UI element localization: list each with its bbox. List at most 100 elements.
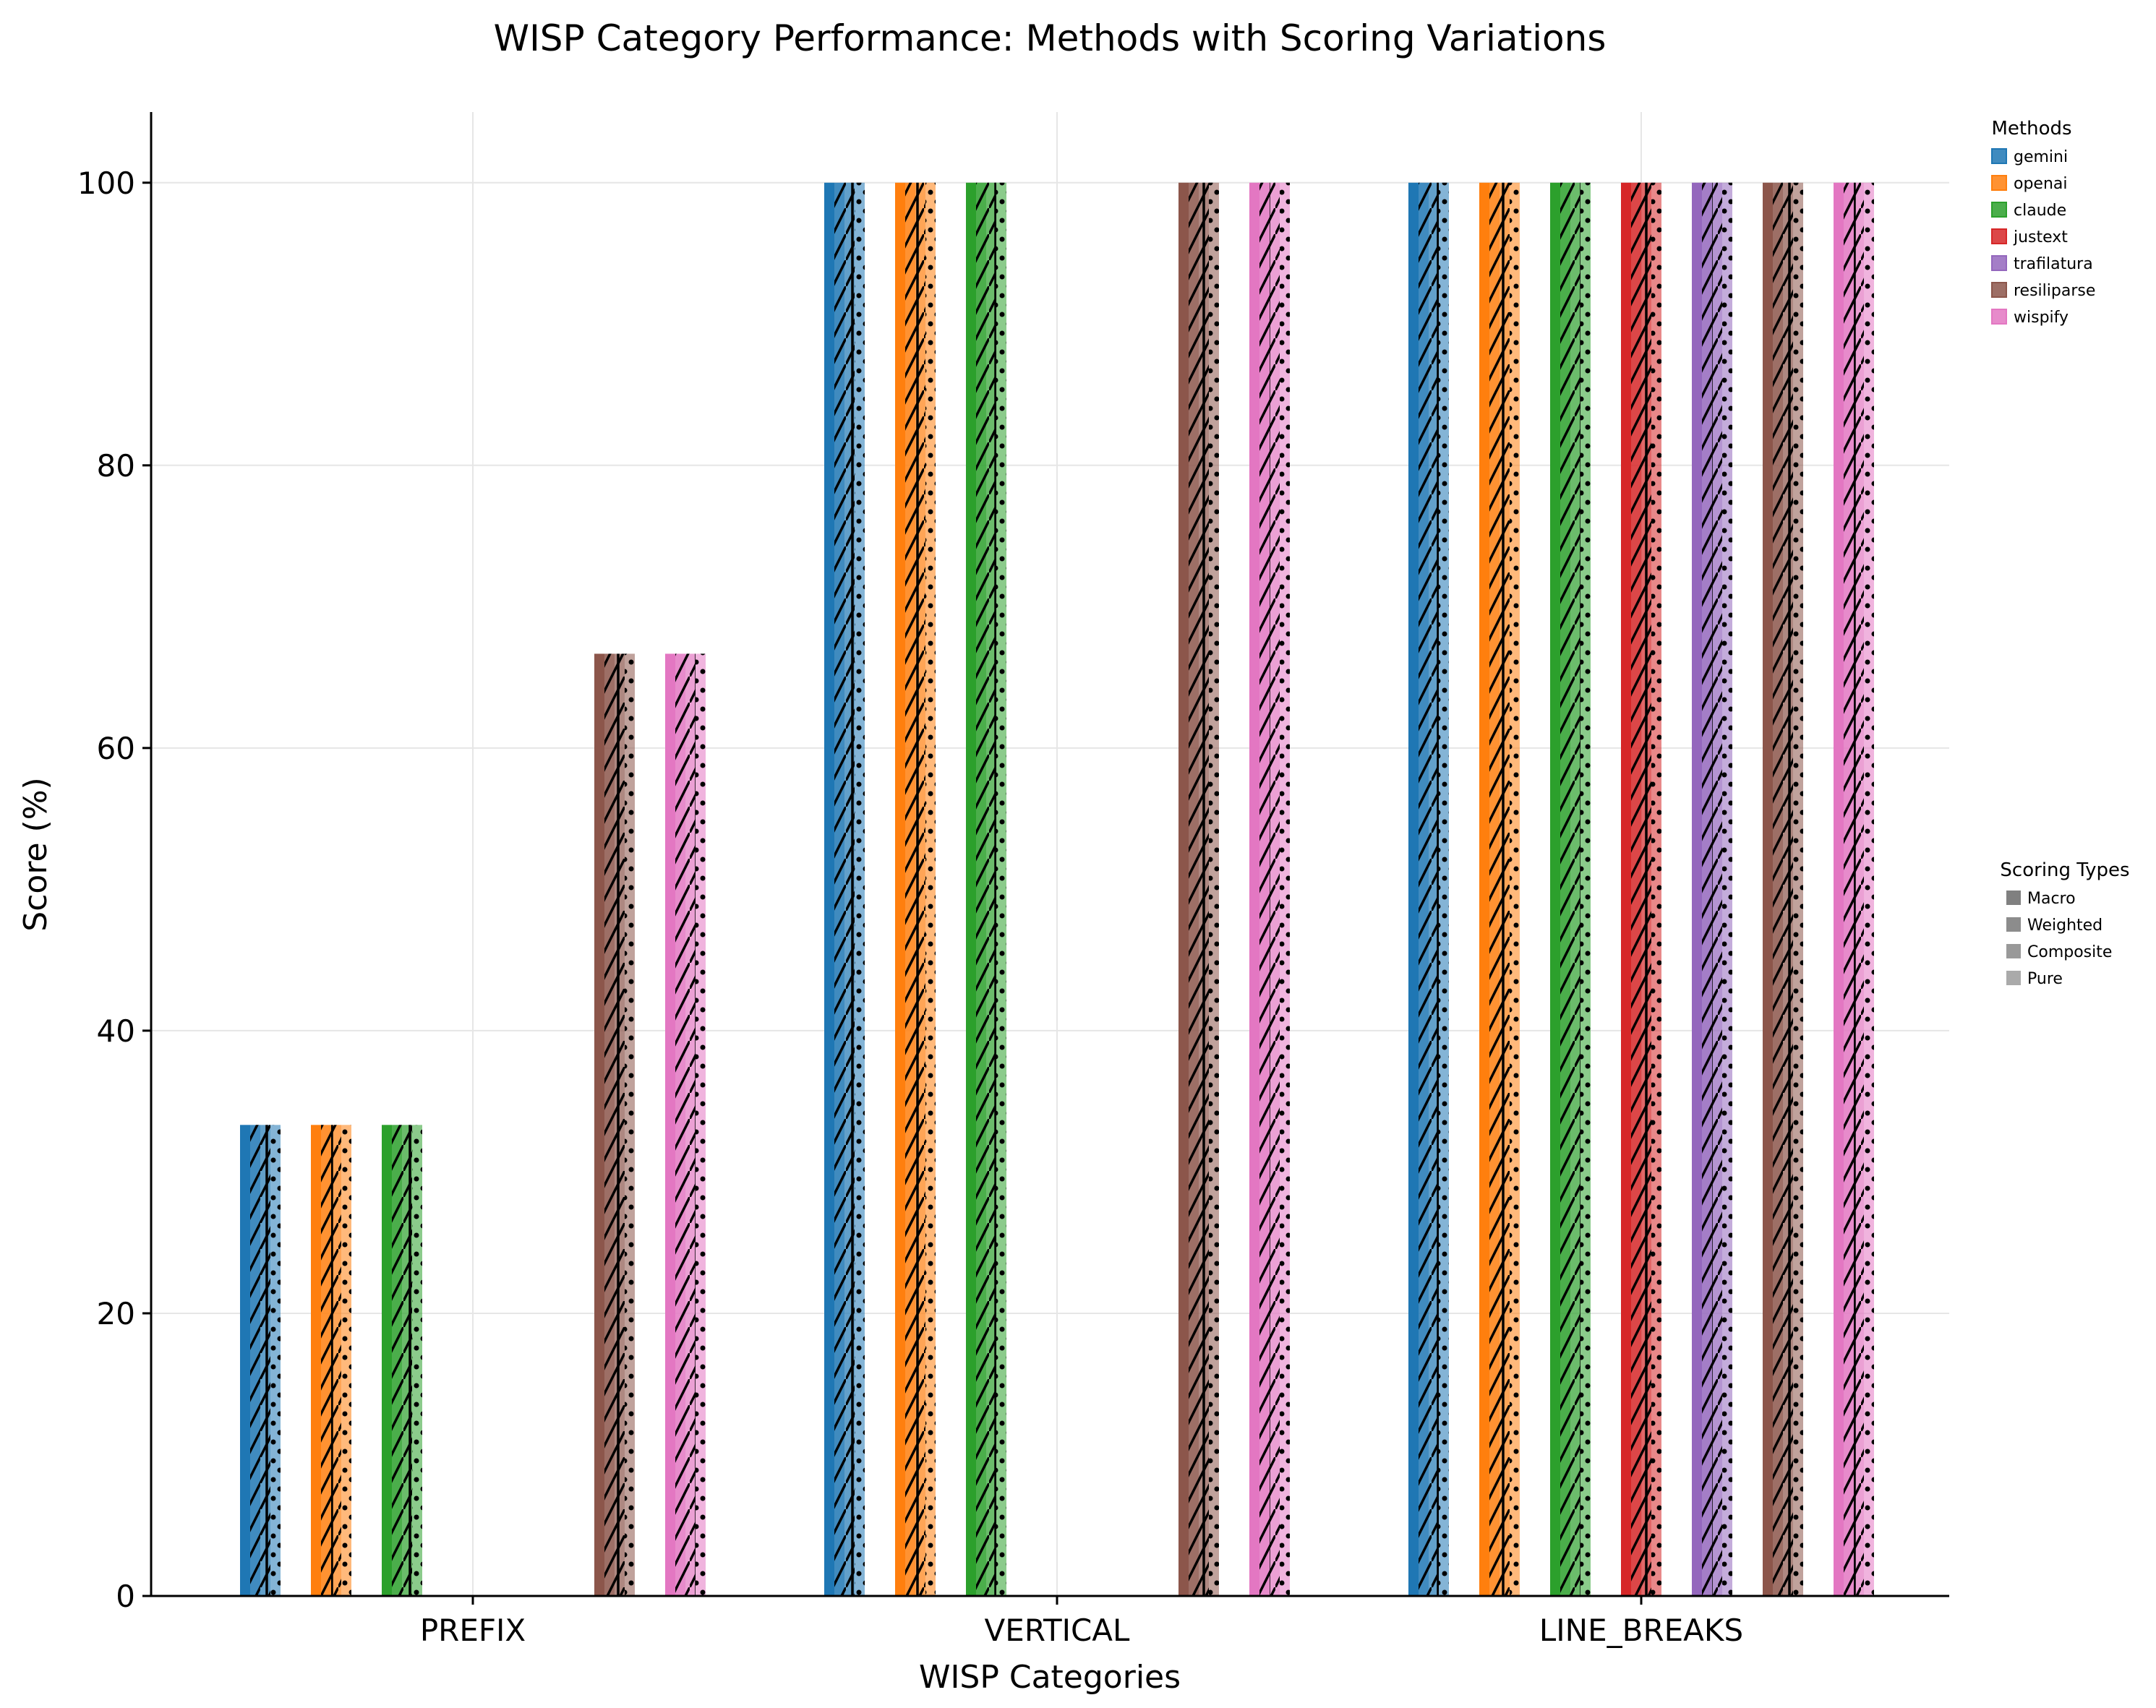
legend-label-openai: openai	[2014, 175, 2068, 193]
legend-label-pure: Pure	[2027, 970, 2063, 988]
bar-hatch-wispify-composite-vertical	[1270, 182, 1280, 1596]
bar-wispify-macro-prefix	[665, 653, 675, 1596]
methods-legend-title: Methods	[1991, 118, 2071, 140]
x-tick-label: VERTICAL	[985, 1613, 1130, 1648]
x-axis-label: WISP Categories	[919, 1659, 1181, 1696]
bar-claude-macro-line_breaks	[1550, 182, 1560, 1596]
legend-swatch-resiliparse	[1991, 282, 2007, 298]
bar-hatch-claude-composite-prefix	[402, 1125, 412, 1596]
legend-label-trafilatura: trafilatura	[2014, 255, 2093, 273]
x-tick-label: PREFIX	[420, 1613, 526, 1648]
bar-hatch-gemini-composite-line_breaks	[1429, 182, 1439, 1596]
bar-hatch-claude-weighted-vertical	[976, 182, 986, 1596]
legend-swatch-composite	[2006, 944, 2021, 958]
bar-hatch-resiliparse-pure-prefix	[625, 653, 635, 1596]
legend-swatch-weighted	[2006, 917, 2021, 932]
bar-hatch-claude-pure-line_breaks	[1580, 182, 1591, 1596]
bar-hatch-claude-weighted-prefix	[392, 1125, 402, 1596]
legend-swatch-wispify	[1991, 309, 2007, 325]
bar-hatch-openai-weighted-line_breaks	[1489, 182, 1500, 1596]
bar-wispify-macro-vertical	[1249, 182, 1259, 1596]
bar-hatch-openai-weighted-vertical	[905, 182, 915, 1596]
bar-claude-macro-prefix	[382, 1125, 392, 1596]
bar-hatch-openai-pure-vertical	[925, 182, 936, 1596]
bar-hatch-gemini-pure-line_breaks	[1439, 182, 1449, 1596]
bar-hatch-wispify-composite-prefix	[685, 653, 696, 1596]
y-tick-label: 0	[116, 1579, 135, 1614]
bar-hatch-resiliparse-pure-line_breaks	[1793, 182, 1803, 1596]
bar-hatch-openai-composite-prefix	[331, 1125, 341, 1596]
legend-swatch-gemini	[1991, 148, 2007, 164]
bar-hatch-gemini-pure-vertical	[855, 182, 865, 1596]
bar-hatch-wispify-weighted-vertical	[1259, 182, 1270, 1596]
legend-label-gemini: gemini	[2014, 148, 2068, 166]
bar-hatch-trafilatura-composite-line_breaks	[1712, 182, 1722, 1596]
bar-hatch-claude-composite-vertical	[986, 182, 996, 1596]
bar-hatch-resiliparse-composite-line_breaks	[1783, 182, 1793, 1596]
bar-openai-macro-prefix	[311, 1125, 321, 1596]
legend-swatch-pure	[2006, 971, 2021, 985]
bar-claude-macro-vertical	[966, 182, 976, 1596]
bar-hatch-wispify-composite-line_breaks	[1854, 182, 1864, 1596]
bar-hatch-claude-weighted-line_breaks	[1560, 182, 1570, 1596]
scoring-legend-title: Scoring Types	[2000, 859, 2129, 881]
bar-hatch-wispify-pure-prefix	[696, 653, 706, 1596]
bar-hatch-gemini-composite-prefix	[260, 1125, 270, 1596]
bar-hatch-gemini-weighted-vertical	[834, 182, 844, 1596]
legend-label-composite: Composite	[2027, 943, 2112, 961]
bar-justext-macro-line_breaks	[1621, 182, 1631, 1596]
legend-label-claude: claude	[2014, 202, 2066, 220]
bar-openai-macro-vertical	[895, 182, 905, 1596]
scoring-types-legend: Scoring Types Macro Weighted Composite Pure	[2000, 859, 2129, 988]
bar-hatch-resiliparse-composite-vertical	[1199, 182, 1209, 1596]
x-ticks: PREFIX VERTICAL LINE_BREAKS	[420, 1596, 1743, 1648]
methods-legend: Methods gemini openai claude justext trafila…	[1991, 118, 2095, 327]
bar-resiliparse-macro-vertical	[1178, 182, 1189, 1596]
legend-label-macro: Macro	[2027, 890, 2076, 908]
y-tick-label: 100	[77, 166, 135, 201]
bar-hatch-trafilatura-pure-line_breaks	[1722, 182, 1732, 1596]
bar-trafilatura-macro-line_breaks	[1692, 182, 1702, 1596]
legend-label-wispify: wispify	[2014, 309, 2069, 327]
bar-hatch-resiliparse-composite-prefix	[615, 653, 625, 1596]
grid-layer	[151, 112, 1949, 1596]
bar-hatch-wispify-weighted-line_breaks	[1844, 182, 1854, 1596]
bar-hatch-claude-pure-prefix	[412, 1125, 422, 1596]
bar-hatch-resiliparse-weighted-line_breaks	[1773, 182, 1783, 1596]
x-tick-label: LINE_BREAKS	[1539, 1613, 1743, 1648]
y-tick-label: 80	[97, 448, 135, 484]
legend-swatch-claude	[1991, 202, 2007, 218]
bar-hatch-openai-weighted-prefix	[321, 1125, 331, 1596]
legend-swatch-justext	[1991, 228, 2007, 244]
bar-openai-macro-line_breaks	[1479, 182, 1489, 1596]
bar-hatch-openai-pure-prefix	[341, 1125, 351, 1596]
bar-hatch-resiliparse-weighted-vertical	[1189, 182, 1199, 1596]
bar-hatch-justext-composite-line_breaks	[1641, 182, 1651, 1596]
bar-hatch-trafilatura-weighted-line_breaks	[1702, 182, 1712, 1596]
bar-hatch-openai-pure-line_breaks	[1510, 182, 1520, 1596]
bar-hatch-resiliparse-weighted-prefix	[604, 653, 615, 1596]
bar-resiliparse-macro-prefix	[594, 653, 604, 1596]
bar-hatch-gemini-composite-vertical	[844, 182, 855, 1596]
y-tick-label: 20	[97, 1296, 135, 1331]
bars-layer	[240, 182, 1874, 1596]
bar-hatch-wispify-pure-line_breaks	[1864, 182, 1874, 1596]
chart-title: WISP Category Performance: Methods with …	[494, 17, 1607, 59]
bar-hatch-openai-composite-line_breaks	[1500, 182, 1510, 1596]
bar-hatch-claude-pure-vertical	[996, 182, 1006, 1596]
bar-hatch-justext-weighted-line_breaks	[1631, 182, 1641, 1596]
bar-hatch-gemini-weighted-line_breaks	[1419, 182, 1429, 1596]
bar-gemini-macro-line_breaks	[1408, 182, 1419, 1596]
bar-hatch-claude-composite-line_breaks	[1570, 182, 1580, 1596]
bar-resiliparse-macro-line_breaks	[1763, 182, 1773, 1596]
legend-label-resiliparse: resiliparse	[2014, 282, 2095, 300]
bar-hatch-resiliparse-pure-vertical	[1209, 182, 1219, 1596]
bar-hatch-wispify-pure-vertical	[1280, 182, 1290, 1596]
y-ticks: 0 20 40 60 80 100	[77, 166, 151, 1614]
y-tick-label: 40	[97, 1013, 135, 1049]
bar-hatch-openai-composite-vertical	[915, 182, 925, 1596]
legend-swatch-trafilatura	[1991, 255, 2007, 271]
legend-swatch-macro	[2006, 891, 2021, 905]
